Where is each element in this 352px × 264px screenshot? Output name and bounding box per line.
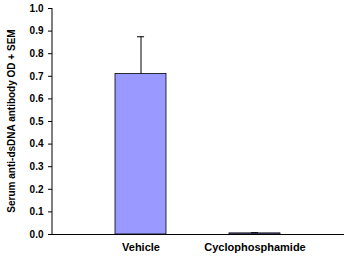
- svg-text:0.9: 0.9: [30, 25, 44, 36]
- svg-text:0.0: 0.0: [30, 229, 44, 240]
- svg-text:0.1: 0.1: [30, 206, 44, 217]
- svg-text:0.8: 0.8: [30, 48, 44, 59]
- svg-text:0.3: 0.3: [30, 161, 44, 172]
- svg-text:0.6: 0.6: [30, 93, 44, 104]
- svg-text:Vehicle: Vehicle: [122, 241, 160, 253]
- svg-text:0.5: 0.5: [30, 116, 44, 127]
- svg-text:1.0: 1.0: [30, 3, 44, 14]
- svg-text:0.2: 0.2: [30, 184, 44, 195]
- svg-text:0.7: 0.7: [30, 71, 44, 82]
- svg-text:Serum anti-dsDNA antibody OD +: Serum anti-dsDNA antibody OD + SEM: [6, 29, 17, 212]
- svg-text:Cyclophosphamide: Cyclophosphamide: [204, 241, 305, 253]
- svg-text:0.4: 0.4: [30, 138, 44, 149]
